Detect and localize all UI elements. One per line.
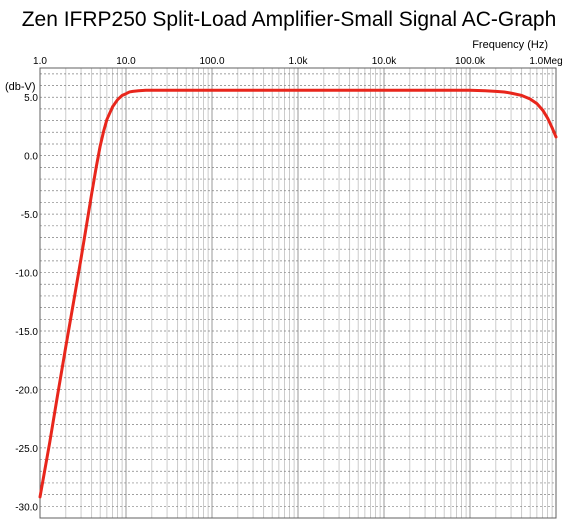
x-axis-label: Frequency (Hz) bbox=[472, 39, 548, 51]
y-tick-label: -5.0 bbox=[21, 210, 39, 221]
x-tick-label: 1.0Meg bbox=[529, 56, 562, 67]
y-tick-label: 0.0 bbox=[24, 152, 38, 163]
x-tick-labels: 1.0 10.0 100.0 1.0k 10.0k 100.0k 1.0Meg bbox=[33, 56, 563, 67]
series-layer bbox=[38, 88, 558, 499]
y-tick-label: -20.0 bbox=[15, 385, 38, 396]
series-line bbox=[38, 88, 558, 499]
x-tick-label: 100.0k bbox=[455, 56, 486, 67]
plot-area-frame bbox=[39, 67, 557, 519]
y-tick-label: -25.0 bbox=[15, 444, 38, 455]
grid bbox=[39, 68, 557, 519]
x-tick-label: 1.0k bbox=[289, 56, 309, 67]
y-tick-label: -10.0 bbox=[15, 269, 38, 280]
y-axis-label: (db-V) bbox=[5, 81, 36, 93]
y-tick-label: -30.0 bbox=[15, 502, 38, 513]
chart-title: Zen IFRP250 Split-Load Amplifier-Small S… bbox=[22, 8, 557, 31]
x-tick-label: 10.0 bbox=[116, 56, 136, 67]
y-tick-labels: 5.0 0.0 -5.0 -10.0 -15.0 -20.0 -25.0 -30.0 bbox=[15, 93, 38, 513]
x-tick-label: 10.0k bbox=[372, 56, 397, 67]
y-tick-label: 5.0 bbox=[24, 93, 38, 104]
y-tick-label: -15.0 bbox=[15, 327, 38, 338]
x-tick-label: 1.0 bbox=[33, 56, 47, 67]
x-tick-label: 100.0 bbox=[199, 56, 224, 67]
